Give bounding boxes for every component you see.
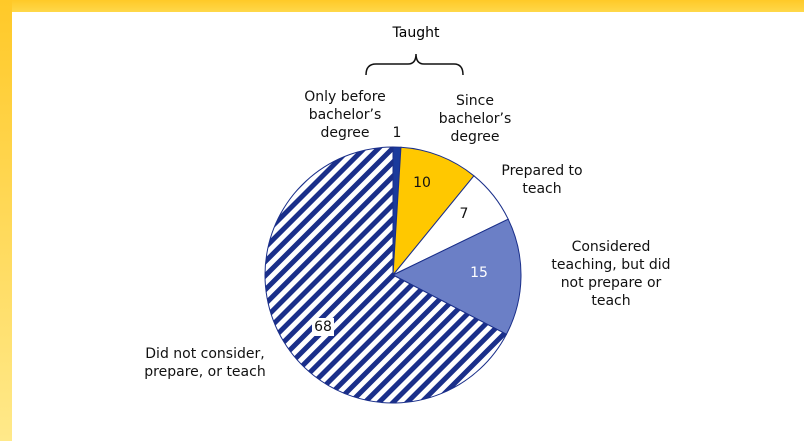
brace <box>365 53 464 76</box>
category-label: Considered teaching, but did not prepare… <box>551 239 671 309</box>
value-label: 7 <box>460 206 469 222</box>
category-label: Since bachelor’s degree <box>438 93 512 145</box>
annotation: Taught <box>392 25 440 41</box>
value-label: 1 <box>393 125 402 141</box>
left-border <box>0 0 12 441</box>
value-label: 15 <box>470 265 488 281</box>
pie-slice <box>264 146 508 404</box>
category-label: Only before bachelor’s degree <box>304 89 386 141</box>
top-border <box>0 0 804 12</box>
value-label: 68 <box>314 319 332 335</box>
category-label: Did not consider, prepare, or teach <box>144 346 266 380</box>
pie-slice <box>391 218 522 336</box>
value-label-bg <box>312 318 334 336</box>
value-label: 10 <box>413 175 431 191</box>
category-label: Prepared to teach <box>501 163 583 197</box>
pie-slice <box>392 146 475 277</box>
